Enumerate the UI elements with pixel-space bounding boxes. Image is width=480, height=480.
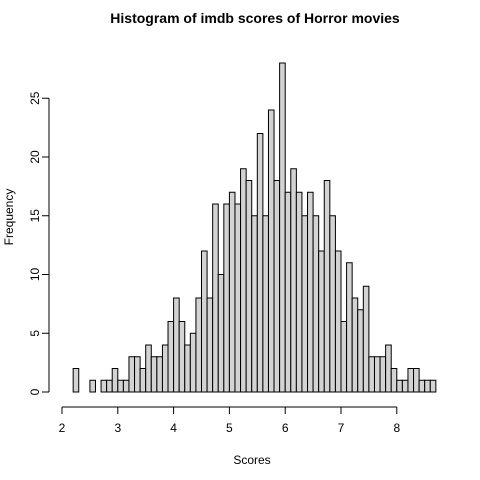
histogram-bar — [362, 285, 370, 393]
histogram-bar — [134, 356, 141, 393]
histogram-bar — [184, 344, 191, 393]
histogram-bar — [117, 379, 124, 393]
y-tick-label: 20 — [28, 150, 42, 164]
y-tick-label: 10 — [28, 268, 42, 282]
histogram-bar — [100, 379, 108, 393]
histogram-bar — [307, 191, 314, 393]
histogram-bar — [385, 344, 392, 393]
histogram-bar — [145, 344, 152, 393]
histogram-bar — [111, 368, 119, 393]
histogram-bar — [167, 321, 175, 393]
histogram-bar — [340, 321, 348, 393]
histogram-bar — [418, 379, 426, 393]
bars-group — [72, 62, 437, 393]
histogram-bar — [357, 309, 364, 393]
x-tick-label: 7 — [338, 421, 345, 435]
histogram-bar — [267, 109, 275, 393]
histogram-bar — [390, 368, 398, 393]
histogram-bar — [178, 321, 186, 393]
histogram-bar — [413, 368, 420, 393]
histogram-bar — [206, 297, 214, 393]
histogram-bar — [156, 356, 163, 393]
histogram-bar — [228, 191, 236, 393]
x-tick-label: 8 — [393, 421, 400, 435]
histogram-bar — [368, 356, 375, 393]
y-tick-label: 5 — [28, 330, 42, 337]
x-axis-label: Scores — [233, 453, 270, 467]
x-tick-label: 5 — [226, 421, 233, 435]
y-tick-label: 0 — [28, 388, 42, 395]
histogram-bar — [122, 379, 130, 393]
histogram-bar — [256, 133, 264, 393]
y-tick-label: 15 — [28, 209, 42, 223]
histogram-bar — [150, 356, 158, 393]
histogram-bar — [189, 332, 197, 393]
histogram-bar — [89, 379, 96, 393]
histogram-bar — [373, 356, 381, 393]
histogram-bar — [312, 215, 320, 393]
histogram-bar — [284, 191, 292, 393]
chart-title: Histogram of imdb scores of Horror movie… — [110, 10, 400, 26]
histogram-bar — [217, 274, 225, 393]
histogram-bar — [301, 215, 309, 393]
histogram-bar — [234, 203, 242, 393]
x-tick-label: 6 — [282, 421, 289, 435]
histogram-bar — [424, 379, 431, 393]
histogram-bar — [401, 379, 409, 393]
histogram-bar — [279, 62, 286, 393]
histogram-bar — [379, 356, 387, 393]
histogram-bar — [396, 379, 403, 393]
y-axis: 0 5 10 15 20 25 — [28, 91, 50, 395]
histogram-bar — [429, 379, 437, 393]
histogram-bar — [295, 191, 303, 393]
x-tick-label: 4 — [170, 421, 177, 435]
histogram-bar — [223, 203, 230, 393]
histogram-bar — [240, 168, 247, 393]
y-axis-label: Frequency — [2, 189, 16, 246]
histogram-bar — [334, 250, 342, 393]
histogram-bar — [351, 297, 359, 393]
histogram-bar — [290, 168, 297, 393]
histogram-bar — [346, 262, 353, 393]
histogram-bar — [318, 250, 325, 393]
x-tick-label: 2 — [59, 421, 66, 435]
histogram-bar — [212, 203, 219, 393]
histogram-bar — [173, 297, 180, 393]
y-tick-label: 25 — [28, 91, 42, 105]
x-axis: 2 3 4 5 6 7 8 — [59, 406, 400, 435]
histogram-bar — [407, 368, 415, 393]
histogram-bar — [329, 215, 336, 393]
histogram-bar — [273, 180, 281, 393]
histogram-bar — [106, 379, 113, 393]
histogram-bar — [201, 250, 208, 393]
histogram-bar — [72, 368, 80, 393]
histogram-bar — [195, 297, 202, 393]
histogram-bar — [251, 215, 258, 393]
histogram-bar — [262, 215, 269, 393]
histogram-bar — [161, 344, 169, 393]
histogram-bar — [139, 368, 147, 393]
x-tick-label: 3 — [114, 421, 121, 435]
histogram-bar — [323, 180, 331, 393]
histogram-bar — [128, 356, 136, 393]
histogram-bar — [245, 180, 253, 393]
